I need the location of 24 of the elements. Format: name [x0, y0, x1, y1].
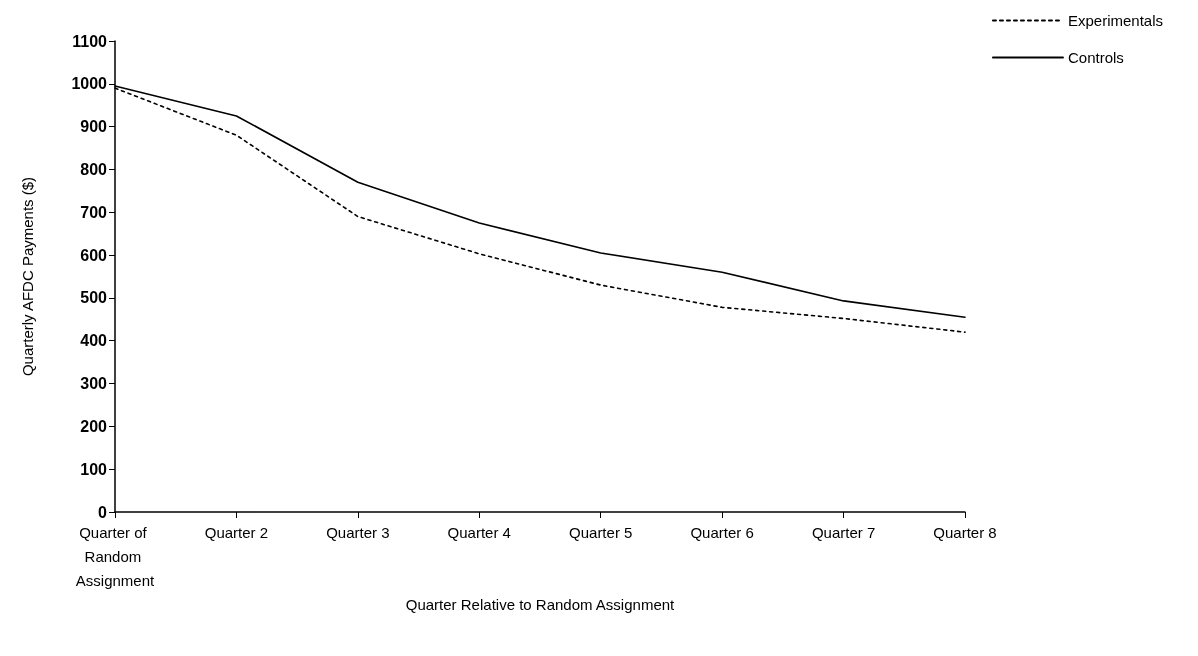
- legend-label: Controls: [1067, 49, 1124, 66]
- x-tick-label: Quarter 2: [204, 523, 269, 541]
- y-tick-label: 200: [80, 417, 108, 435]
- y-tick-label: 0: [98, 503, 108, 521]
- y-tick-label: 300: [80, 375, 108, 393]
- y-tick-label: 700: [80, 203, 108, 221]
- y-tick-label: 1000: [71, 75, 108, 93]
- y-tick-label: 100: [80, 460, 108, 478]
- legend-label: Experimentals: [1067, 12, 1164, 29]
- y-tick-label: 500: [80, 289, 108, 307]
- x-tick-label: Quarter 5: [569, 523, 633, 541]
- x-tick-label: Quarter 4: [447, 523, 511, 541]
- y-tick-label: 1100: [72, 32, 108, 50]
- x-tick-label: Quarter of Random Assignment: [75, 523, 156, 589]
- y-axis-title: Quarterly AFDC Payments ($): [19, 176, 36, 377]
- x-axis-title: Quarter Relative to Random Assignment: [405, 595, 676, 613]
- y-tick-label: 800: [80, 160, 108, 178]
- x-tick-label: Quarter 7: [811, 523, 876, 541]
- x-tick-label: Quarter 6: [690, 523, 754, 541]
- y-tick-label: 900: [80, 118, 108, 136]
- x-tick-label: Quarter 8: [933, 523, 997, 541]
- x-tick-label: Quarter 3: [326, 523, 390, 541]
- y-tick-label: 600: [80, 246, 108, 264]
- y-tick-label: 400: [80, 332, 108, 350]
